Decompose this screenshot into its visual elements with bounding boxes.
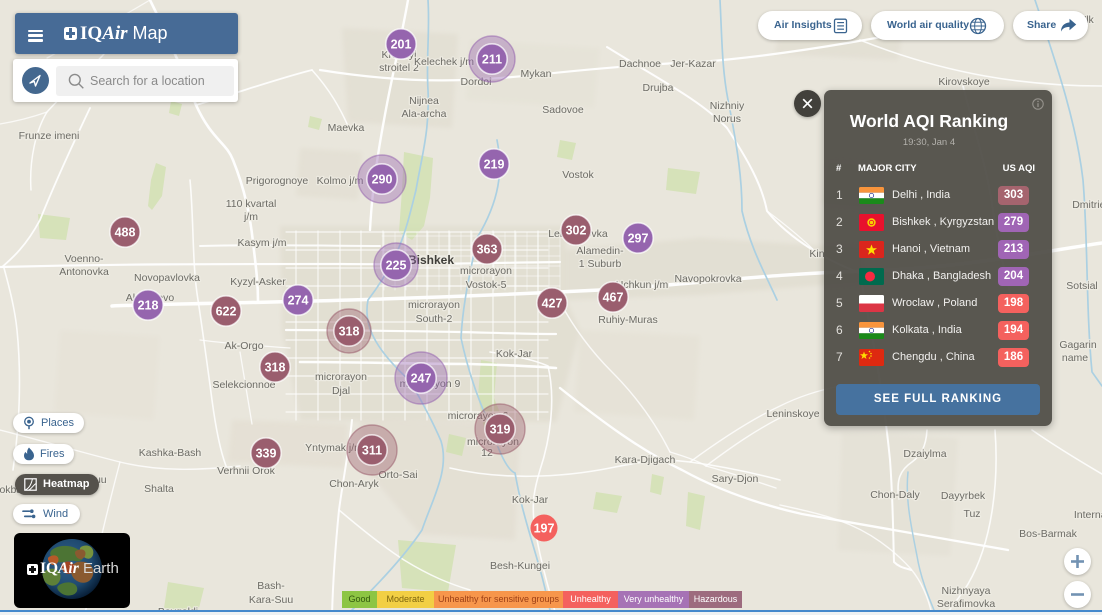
svg-text:Leninskoye: Leninskoye: [766, 408, 819, 420]
svg-text:microrayon: microrayon: [408, 299, 460, 311]
svg-text:311: 311: [362, 443, 382, 457]
svg-text:Besh-Kungei: Besh-Kungei: [490, 560, 550, 572]
svg-text:Alamedin-: Alamedin-: [576, 245, 624, 257]
svg-text:Serafimovka: Serafimovka: [937, 598, 996, 610]
svg-text:Kashka-Bash: Kashka-Bash: [139, 447, 202, 459]
svg-text:Ruhiy-Muras: Ruhiy-Muras: [598, 314, 658, 326]
svg-text:microrayon: microrayon: [460, 265, 512, 277]
svg-text:Kelechek j/m: Kelechek j/m: [414, 56, 474, 68]
svg-text:Kirovskoye: Kirovskoye: [938, 76, 990, 88]
svg-text:Kara-Suu: Kara-Suu: [249, 594, 294, 606]
svg-text:339: 339: [256, 446, 277, 460]
svg-text:Gagarin: Gagarin: [1059, 339, 1097, 351]
svg-text:Kasym j/m: Kasym j/m: [237, 237, 286, 249]
svg-text:microrayon: microrayon: [315, 371, 367, 383]
svg-text:622: 622: [216, 304, 237, 318]
svg-text:211: 211: [482, 52, 502, 66]
svg-text:318: 318: [265, 360, 286, 374]
svg-text:Kin: Kin: [809, 248, 824, 260]
svg-text:Vostok: Vostok: [562, 169, 594, 181]
svg-text:Jer-Kazar: Jer-Kazar: [670, 58, 716, 70]
svg-text:Mykan: Mykan: [521, 68, 552, 80]
svg-text:219: 219: [484, 157, 505, 171]
svg-text:Kyzyl-Asker: Kyzyl-Asker: [230, 276, 286, 288]
svg-text:Orto-Sai: Orto-Sai: [378, 469, 417, 481]
svg-text:name: name: [1062, 352, 1088, 364]
svg-text:Bishkek: Bishkek: [408, 253, 454, 267]
svg-text:Antonovka: Antonovka: [59, 266, 109, 278]
svg-text:197: 197: [534, 521, 555, 535]
svg-text:274: 274: [288, 293, 309, 307]
svg-text:Navopokrovka: Navopokrovka: [674, 273, 741, 285]
svg-text:Dordoi: Dordoi: [461, 76, 492, 88]
svg-text:Nizhnyaya: Nizhnyaya: [941, 585, 990, 597]
svg-text:Kara-Djigach: Kara-Djigach: [615, 454, 676, 466]
svg-text:297: 297: [628, 231, 649, 245]
svg-text:1 Suburb: 1 Suburb: [579, 258, 622, 270]
svg-text:Prigorognoye: Prigorognoye: [246, 175, 309, 187]
svg-text:Uchkun j/m: Uchkun j/m: [616, 279, 669, 291]
svg-text:225: 225: [386, 258, 407, 272]
svg-text:Kok-Jar: Kok-Jar: [512, 494, 549, 506]
svg-text:Dzaiylma: Dzaiylma: [903, 448, 946, 460]
svg-text:Maevka: Maevka: [328, 122, 365, 134]
svg-text:Tuz: Tuz: [963, 508, 980, 520]
svg-text:218: 218: [138, 298, 159, 312]
svg-text:Kolmo j/m: Kolmo j/m: [317, 175, 364, 187]
svg-text:Chon-Daly: Chon-Daly: [870, 489, 920, 501]
svg-text:Chon-Aryk: Chon-Aryk: [329, 478, 379, 490]
svg-text:Selekcionnoe: Selekcionnoe: [212, 379, 275, 391]
svg-text:Norus: Norus: [713, 113, 741, 125]
svg-text:Bos-Barmak: Bos-Barmak: [1019, 528, 1078, 540]
svg-text:Internaci: Internaci: [1074, 509, 1102, 521]
svg-text:363: 363: [477, 242, 498, 256]
svg-text:stroitel 2: stroitel 2: [379, 62, 419, 74]
svg-text:110 kvartal: 110 kvartal: [226, 198, 277, 210]
svg-text:Djal: Djal: [332, 385, 350, 397]
svg-text:Sotsial: Sotsial: [1066, 280, 1098, 292]
svg-text:Nijnea: Nijnea: [409, 95, 439, 107]
svg-text:j/m: j/m: [243, 211, 258, 223]
svg-text:247: 247: [411, 371, 432, 385]
svg-text:Dmitrievka: Dmitrievka: [1072, 199, 1102, 211]
svg-text:Yntymak j/m: Yntymak j/m: [305, 442, 363, 454]
svg-text:Ak-Orgo: Ak-Orgo: [224, 340, 263, 352]
svg-text:Drujba: Drujba: [643, 82, 674, 94]
svg-text:Kok-Jar: Kok-Jar: [496, 348, 533, 360]
svg-text:Ala-archa: Ala-archa: [402, 108, 447, 120]
svg-text:Novopavlovka: Novopavlovka: [134, 272, 200, 284]
svg-text:Bash-: Bash-: [257, 580, 285, 592]
svg-text:427: 427: [542, 296, 563, 310]
svg-text:Voenno-: Voenno-: [64, 253, 104, 265]
svg-text:290: 290: [372, 172, 393, 186]
svg-text:Sary-Djon: Sary-Djon: [712, 473, 759, 485]
svg-text:319: 319: [490, 422, 511, 436]
svg-text:488: 488: [115, 225, 136, 239]
svg-text:302: 302: [566, 223, 587, 237]
svg-text:Nizhniy: Nizhniy: [710, 100, 745, 112]
svg-text:12: 12: [481, 447, 493, 459]
svg-text:South-2: South-2: [416, 313, 453, 325]
svg-text:201: 201: [391, 37, 412, 51]
svg-text:467: 467: [603, 290, 624, 304]
svg-text:Frunze imeni: Frunze imeni: [19, 130, 80, 142]
svg-text:Dachnoe: Dachnoe: [619, 58, 661, 70]
svg-text:Shalta: Shalta: [144, 483, 174, 495]
svg-text:318: 318: [339, 324, 360, 338]
svg-text:Dayyrbek: Dayyrbek: [941, 490, 986, 502]
svg-text:Sadovoe: Sadovoe: [542, 104, 584, 116]
svg-text:Vostok-5: Vostok-5: [466, 279, 507, 291]
